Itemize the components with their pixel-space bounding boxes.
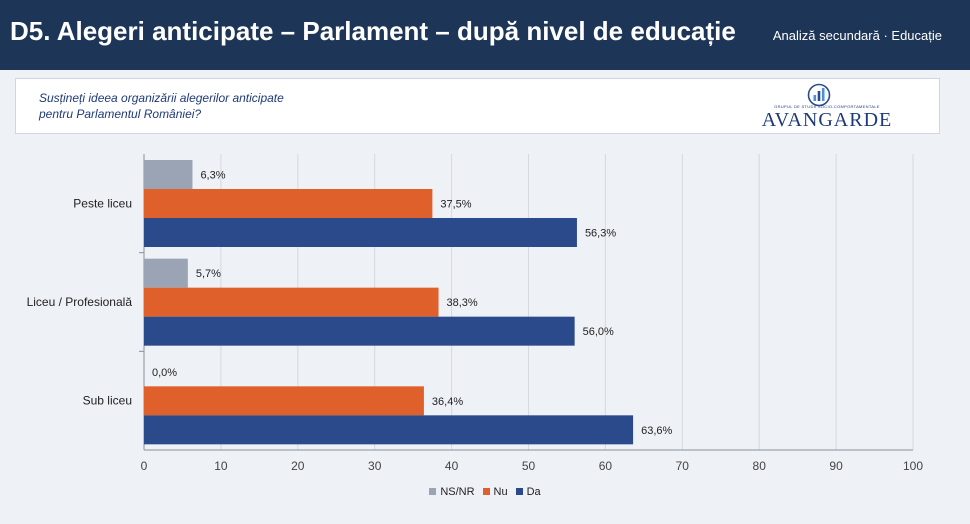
bar <box>144 258 188 288</box>
data-label: 56,3% <box>585 228 616 240</box>
legend-item: Da <box>515 486 541 498</box>
x-tick-label: 30 <box>368 459 382 473</box>
avangarde-logo: GRUPUL DE STUDII SOCIO-COMPORTAMENTALE A… <box>747 83 907 131</box>
data-label: 37,5% <box>440 199 471 211</box>
x-tick-label: 80 <box>753 459 767 473</box>
question-box: Susțineți ideea organizării alegerilor a… <box>15 78 940 134</box>
category-label: Liceu / Profesională <box>27 295 133 309</box>
logo-wordmark: AVANGARDE <box>761 109 893 131</box>
category-label: Peste liceu <box>73 196 132 210</box>
bar <box>144 415 634 445</box>
x-tick-label: 0 <box>141 459 148 473</box>
x-tick-label: 90 <box>829 459 843 473</box>
bar <box>144 160 193 189</box>
x-tick-label: 70 <box>676 459 690 473</box>
data-label: 56,0% <box>583 326 614 338</box>
question-line-2: pentru Parlamentul României? <box>39 107 202 121</box>
page-title: D5. Alegeri anticipate – Parlament – dup… <box>10 16 736 46</box>
legend-label: NS/NR <box>440 486 475 498</box>
bar <box>144 189 433 218</box>
legend-label: Da <box>526 486 541 498</box>
bar <box>144 218 577 247</box>
bar <box>144 316 575 346</box>
x-tick-label: 20 <box>291 459 305 473</box>
logo-tagline: GRUPUL DE STUDII SOCIO-COMPORTAMENTALE <box>774 104 880 109</box>
legend-swatch <box>515 488 523 495</box>
x-tick-label: 60 <box>599 459 613 473</box>
legend-swatch <box>482 488 490 495</box>
bar <box>144 386 424 416</box>
x-tick-label: 10 <box>214 459 228 473</box>
x-tick-label: 40 <box>445 459 459 473</box>
x-tick-label: 100 <box>903 459 923 473</box>
legend-item: Nu <box>482 486 508 498</box>
category-label: Sub liceu <box>83 394 132 408</box>
bar <box>144 287 439 317</box>
question-text: Susțineți ideea organizării alegerilor a… <box>39 90 284 122</box>
data-label: 5,7% <box>196 268 221 280</box>
header-subtitle: Analiză secundară · Educație <box>772 28 942 43</box>
header-bar: D5. Alegeri anticipate – Parlament – dup… <box>0 0 970 70</box>
chart-legend: NS/NR Nu Da <box>0 486 970 498</box>
x-tick-label: 50 <box>522 459 536 473</box>
question-line-1: Susțineți ideea organizării alegerilor a… <box>39 91 284 105</box>
data-label: 63,6% <box>641 425 672 437</box>
data-label: 38,3% <box>447 297 478 309</box>
legend-item: NS/NR <box>429 486 475 498</box>
legend-label: Nu <box>493 486 508 498</box>
data-label: 0,0% <box>152 367 177 379</box>
avangarde-logo-icon <box>807 83 831 107</box>
legend-swatch <box>429 488 437 495</box>
data-label: 36,4% <box>432 396 463 408</box>
data-label: 6,3% <box>200 170 225 182</box>
